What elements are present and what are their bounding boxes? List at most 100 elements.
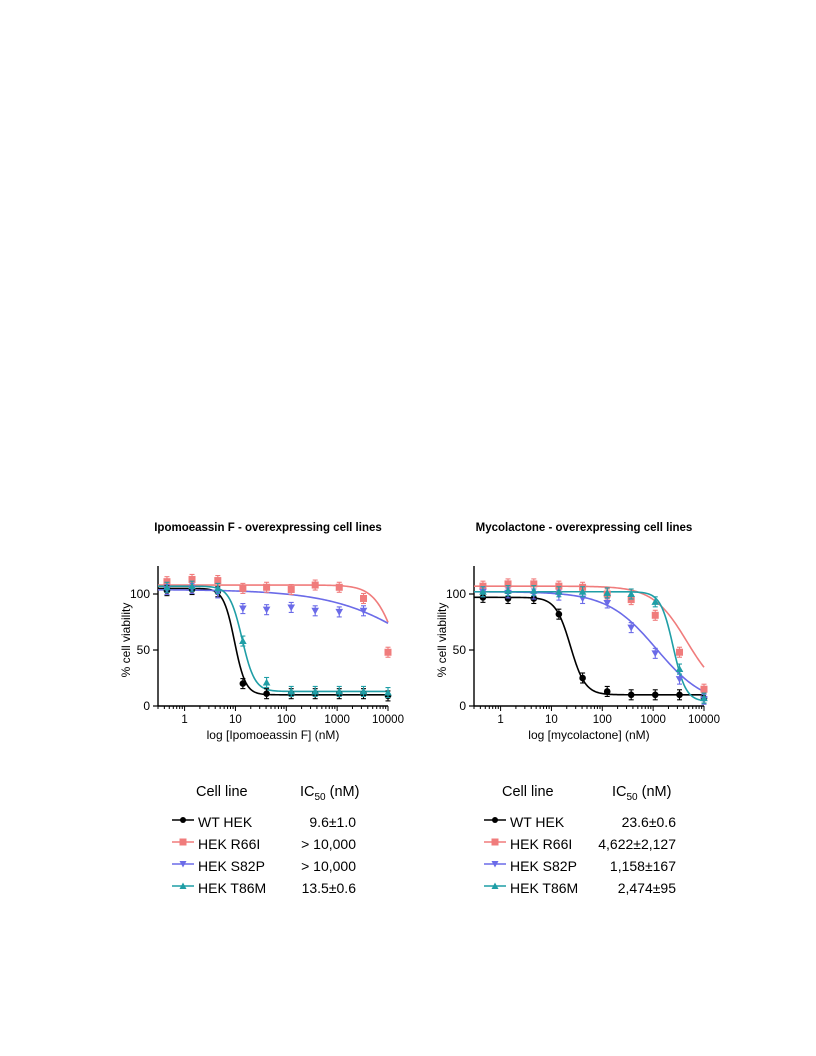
- x-tick-label: 100: [277, 714, 296, 726]
- hek-t86m-point: [239, 637, 247, 645]
- hek-t86m-point: [479, 587, 487, 595]
- hek-r66i-legend-marker: [484, 838, 506, 846]
- y-tick-label: 0: [143, 699, 150, 713]
- hek-t86m-point: [603, 589, 612, 596]
- cell-line-name: WT HEK: [198, 814, 253, 830]
- wt-hek-point: [504, 595, 512, 602]
- hek-t86m-point: [163, 583, 171, 591]
- x-tick-label: 10: [229, 714, 242, 726]
- hek-t86m-point: [530, 586, 538, 594]
- chart-title: Ipomoeassin F - overexpressing cell line…: [154, 522, 382, 534]
- y-axis-label: % cell viability: [119, 603, 133, 678]
- hek-r66i-point: [360, 594, 368, 602]
- ic50-value: 13.5±0.6: [301, 880, 356, 896]
- ic50-value: > 10,000: [301, 858, 356, 874]
- x-tick-label: 10000: [688, 714, 720, 726]
- hek-r66i-point: [479, 582, 487, 590]
- hek-t86m-point: [359, 687, 368, 695]
- hek-s82p-fit-curve: [157, 588, 389, 624]
- hek-s82p-point: [603, 599, 612, 607]
- ic50-value: > 10,000: [301, 836, 356, 852]
- column-header-ic50: IC50 (nM): [300, 784, 360, 803]
- hek-t86m-fit-curve: [158, 585, 388, 693]
- cell-line-name: HEK T86M: [510, 880, 579, 896]
- y-tick-label: 100: [130, 587, 150, 601]
- hek-t86m-point: [555, 587, 563, 595]
- wt-hek-fit-curve: [158, 587, 388, 696]
- x-tick-label: 100: [593, 714, 612, 726]
- hek-t86m-point: [311, 687, 319, 695]
- hek-s82p-point: [311, 607, 319, 615]
- ic50-value: 1,158±167: [609, 858, 676, 874]
- hek-t86m-legend-marker: [484, 882, 506, 889]
- hek-r66i-point: [627, 596, 635, 604]
- hek-r66i-point: [287, 586, 295, 594]
- hek-r66i-point: [263, 583, 271, 591]
- hek-r66i-point: [239, 584, 247, 592]
- hek-t86m-point: [578, 587, 587, 595]
- ipomoeassin-plot: 0 50 100 1 10 100 1000 10000 log [Ipomoeassin F]…: [119, 566, 404, 742]
- hek-s82p-legend-marker: [172, 861, 194, 868]
- x-axis-label: log [mycolactone] (nM): [528, 728, 649, 742]
- x-tick-label: 10000: [372, 714, 404, 726]
- hek-r66i-fit-curve: [474, 585, 705, 668]
- wt-hek-point: [651, 691, 659, 699]
- x-tick-label: 1: [497, 714, 503, 726]
- hek-r66i-legend-marker: [172, 838, 194, 846]
- wt-hek-point: [555, 610, 563, 618]
- column-header-cell-line: Cell line: [502, 784, 554, 800]
- wt-hek-point: [479, 594, 487, 601]
- hek-r66i-point: [676, 648, 684, 656]
- hek-r66i-point: [188, 575, 196, 583]
- hek-t86m-point: [675, 665, 684, 673]
- hek-s82p-point: [359, 607, 368, 615]
- hek-r66i-point: [651, 611, 659, 619]
- cell-line-name: HEK S82P: [198, 858, 265, 874]
- column-header-ic50: IC50 (nM): [612, 784, 672, 803]
- ic50-value: 23.6±0.6: [621, 814, 676, 830]
- hek-t86m-point: [335, 687, 344, 695]
- mycolactone-chart: Mycolactone - overexpressing cell lines …: [434, 522, 734, 752]
- hek-t86m-point: [188, 582, 196, 590]
- y-axis-label: % cell viability: [435, 603, 449, 678]
- x-tick-label: 1000: [324, 714, 350, 726]
- hek-r66i-point: [163, 578, 171, 586]
- x-tick-label: 10: [545, 714, 558, 726]
- hek-r66i-point: [384, 648, 392, 656]
- wt-hek-point: [627, 691, 635, 699]
- cell-line-name: HEK R66I: [510, 836, 573, 852]
- wt-hek-point: [603, 688, 611, 695]
- hek-s82p-point: [651, 650, 660, 658]
- ipomoeassin-chart: Ipomoeassin F - overexpressing cell line…: [118, 522, 418, 752]
- hek-r66i-point: [555, 582, 563, 590]
- wt-hek-fit-curve: [474, 596, 704, 696]
- ic50-value: 9.6±1.0: [309, 814, 356, 830]
- hek-t86m-point: [287, 687, 296, 695]
- hek-r66i-fit-curve: [158, 584, 389, 623]
- wt-hek-legend-marker: [172, 817, 194, 823]
- chart-title: Mycolactone - overexpressing cell lines: [475, 522, 693, 534]
- y-tick-label: 50: [453, 643, 467, 657]
- hek-t86m-point: [384, 688, 392, 696]
- hek-s82p-point: [287, 604, 296, 612]
- hek-r66i-point: [700, 685, 708, 693]
- column-header-cell-line: Cell line: [196, 784, 248, 800]
- cell-line-name: HEK R66I: [198, 836, 261, 852]
- hek-s82p-point: [627, 624, 635, 632]
- hek-s82p-legend-marker: [484, 861, 506, 868]
- wt-hek-point: [239, 680, 247, 687]
- hek-t86m-legend-marker: [172, 882, 194, 889]
- hek-s82p-fit-curve: [474, 591, 705, 693]
- y-tick-label: 50: [137, 643, 151, 657]
- hek-r66i-point: [504, 580, 512, 588]
- hek-t86m-point: [700, 694, 708, 702]
- hek-r66i-point: [214, 577, 222, 585]
- hek-t86m-point: [651, 598, 660, 605]
- hek-t86m-fit-curve: [474, 590, 705, 702]
- hek-r66i-point: [335, 583, 343, 591]
- ic50-value: 4,622±2,127: [598, 836, 676, 852]
- hek-t86m-point: [504, 586, 512, 594]
- hek-r66i-point: [311, 581, 319, 589]
- hek-t86m-point: [262, 678, 271, 686]
- wt-hek-legend-marker: [484, 817, 506, 823]
